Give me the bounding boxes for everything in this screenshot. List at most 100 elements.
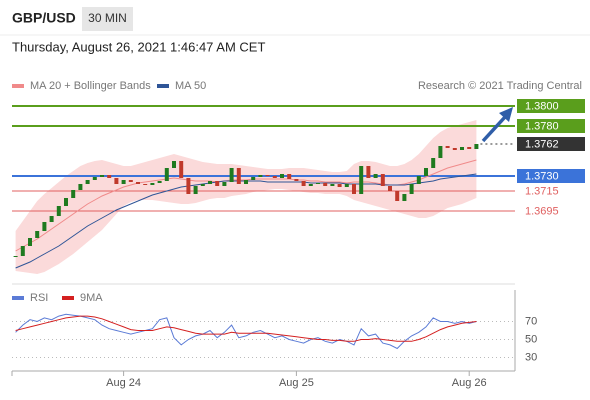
candle <box>251 177 256 180</box>
legend-label: 9MA <box>80 292 103 304</box>
candle <box>49 216 54 222</box>
candle <box>258 175 263 177</box>
y-tick-label: 30 <box>525 351 537 363</box>
indicator-line <box>15 315 477 342</box>
level-badge <box>517 99 585 113</box>
candle <box>380 174 385 186</box>
candle <box>42 222 47 231</box>
level-badge <box>517 119 585 133</box>
trend-arrowhead <box>499 107 513 122</box>
level-label: 1.3715 <box>525 185 559 197</box>
candle <box>35 231 40 238</box>
level-label: 1.3695 <box>525 205 559 217</box>
candle <box>416 176 421 184</box>
level-label: 1.3730 <box>525 170 559 182</box>
plot: MA 20 + Bollinger Bands MA 50 1.3800 1.3780… <box>12 80 585 389</box>
candle <box>193 186 198 194</box>
x-tick-label: Aug 24 <box>106 377 141 389</box>
credit: Research © 2021 Trading Central <box>418 80 582 92</box>
candle <box>366 166 371 178</box>
candle <box>280 174 284 178</box>
candle <box>460 147 464 150</box>
x-tick-label: Aug 25 <box>279 377 314 389</box>
candle <box>56 206 61 216</box>
candle <box>431 158 436 168</box>
candle <box>287 174 292 179</box>
candle <box>344 184 349 187</box>
candle <box>186 178 191 194</box>
candle <box>244 180 248 184</box>
candle <box>424 168 428 176</box>
candle <box>236 168 241 184</box>
candle <box>452 148 457 150</box>
candle <box>13 256 18 257</box>
interval: 30 MIN <box>88 11 127 25</box>
bollinger-band <box>15 120 477 274</box>
candle <box>64 198 68 206</box>
level-badge <box>517 169 585 183</box>
candle <box>28 238 32 246</box>
legend-swatch <box>12 296 24 300</box>
trend-arrow <box>481 115 507 143</box>
candle <box>114 178 119 184</box>
candle <box>438 146 443 158</box>
candle <box>164 168 169 181</box>
symbol: GBP/USD <box>12 10 76 26</box>
candle <box>71 190 76 198</box>
candle <box>330 184 335 186</box>
candle <box>128 180 133 182</box>
candle <box>78 184 83 190</box>
candle <box>316 183 320 184</box>
level-label: 1.3762 <box>525 138 559 150</box>
candle <box>172 161 176 168</box>
candle <box>121 180 126 184</box>
candle <box>308 184 313 186</box>
candle <box>136 182 140 184</box>
legend-swatch <box>12 84 24 88</box>
candle <box>85 180 90 184</box>
legend-swatch <box>157 84 169 88</box>
candle <box>409 184 414 194</box>
candle <box>388 186 392 191</box>
candle <box>337 184 342 187</box>
candle <box>402 194 407 201</box>
level-label: 1.3800 <box>525 100 559 112</box>
candle <box>92 177 97 180</box>
candle <box>272 176 277 178</box>
timestamp: Thursday, August 26, 2021 1:46:47 AM CET <box>12 39 265 54</box>
candle <box>215 181 220 186</box>
candle <box>157 181 162 183</box>
interval-badge <box>82 7 133 31</box>
candle <box>445 146 450 148</box>
candle <box>150 183 155 185</box>
x-tick-label: Aug 26 <box>452 377 487 389</box>
candle <box>467 147 472 149</box>
candle <box>373 174 378 178</box>
level-label: 1.3780 <box>525 120 559 132</box>
candle <box>222 182 227 186</box>
y-tick-label: 50 <box>525 333 537 345</box>
candle <box>200 184 205 186</box>
legend-label: RSI <box>30 292 48 304</box>
candle <box>229 168 234 182</box>
candle <box>359 166 364 194</box>
candle <box>179 161 184 178</box>
candle <box>474 144 479 149</box>
indicator-line <box>15 313 477 350</box>
candle <box>208 181 212 184</box>
candle <box>107 175 112 178</box>
candle <box>143 184 148 185</box>
candle <box>301 181 306 186</box>
candle <box>395 191 400 201</box>
level-badge <box>517 137 585 151</box>
candle <box>265 175 270 176</box>
candle <box>294 179 299 181</box>
y-tick-label: 70 <box>525 315 537 327</box>
legend-swatch <box>62 296 74 300</box>
legend-label: MA 20 + Bollinger Bands <box>30 80 151 92</box>
candle <box>323 183 328 186</box>
candle <box>352 184 356 194</box>
candle <box>100 175 104 177</box>
